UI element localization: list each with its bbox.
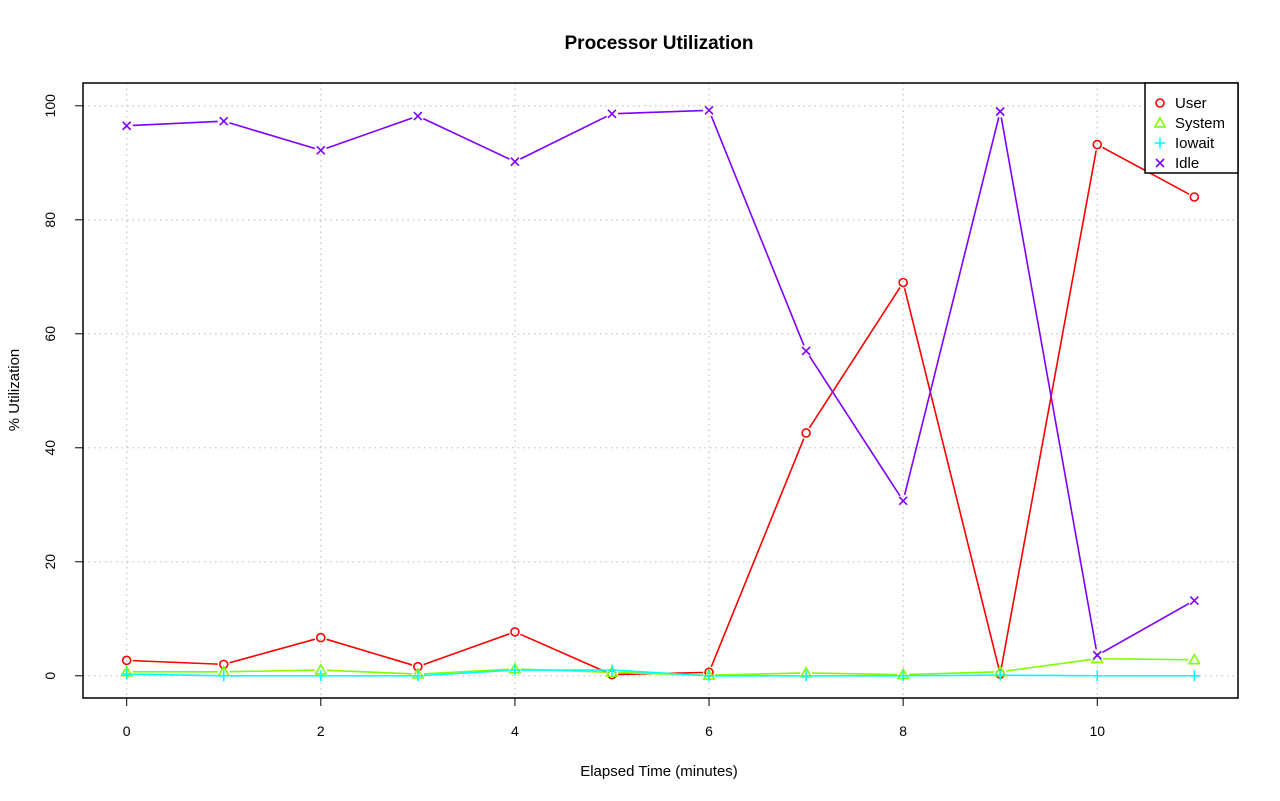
series-iowait-point — [509, 664, 521, 676]
series-system-segment — [909, 671, 995, 676]
series-idle-segment — [617, 109, 704, 115]
series-idle-segment — [1000, 117, 1097, 650]
y-axis-tick-label: 60 — [42, 326, 58, 342]
series-iowait — [121, 664, 1200, 682]
y-axis-tick-label: 20 — [42, 554, 58, 570]
series-user — [121, 139, 1200, 680]
series-iowait-point — [1091, 670, 1103, 682]
series-iowait-point — [1188, 670, 1200, 682]
series-user-segment — [326, 638, 413, 666]
series-idle-segment — [808, 355, 901, 497]
x-axis-tick-label: 10 — [1089, 723, 1105, 739]
y-axis-tick-label: 80 — [42, 212, 58, 228]
legend-label-system: System — [1175, 115, 1225, 132]
y-axis-tick-label: 40 — [42, 440, 58, 456]
series-system-segment — [1103, 657, 1189, 661]
series-system-segment — [229, 669, 315, 673]
y-axis-tick-label: 100 — [42, 94, 58, 118]
series-user-segment — [710, 438, 805, 668]
series-iowait-point — [800, 670, 812, 682]
series-user-segment — [423, 633, 510, 666]
series-user-point — [1092, 139, 1103, 150]
legend-marker-iowait — [1154, 137, 1166, 149]
series-iowait-segment — [132, 673, 218, 677]
plot-frame — [82, 82, 1239, 699]
series-user-point — [510, 627, 520, 637]
x-axis-tick-label: 6 — [705, 723, 713, 739]
series-iowait-point — [703, 670, 715, 682]
series-user-point — [898, 277, 908, 288]
series-system-segment — [423, 668, 509, 675]
legend: User System Iowait Idle — [1144, 82, 1239, 174]
series-idle-point — [1092, 650, 1102, 660]
series-system-segment — [326, 669, 412, 675]
series-user-segment — [1000, 150, 1097, 669]
series-idle-segment — [229, 122, 316, 150]
x-axis-tick-label: 0 — [123, 723, 131, 739]
series-idle-segment — [422, 117, 510, 160]
series-iowait-point — [218, 670, 230, 682]
series-idle-point — [898, 496, 908, 506]
series-iowait-segment — [423, 669, 509, 677]
series-idle-point — [801, 346, 811, 356]
series-idle-point — [704, 105, 714, 115]
y-axis-tick-label: 0 — [42, 672, 58, 680]
series-idle-point — [122, 121, 132, 131]
series-system-segment — [812, 672, 898, 676]
series-iowait-point — [412, 670, 424, 682]
series-idle-segment — [326, 117, 413, 150]
series-user-point — [121, 655, 132, 666]
series-idle-point — [510, 157, 520, 167]
series-idle-point — [995, 106, 1005, 117]
series-system-segment — [1006, 658, 1092, 672]
legend-marker-system — [1153, 116, 1167, 128]
series-user-segment — [903, 288, 1000, 669]
series-user-point — [1189, 192, 1200, 202]
legend-label-iowait: Iowait — [1175, 135, 1215, 152]
series-user-point — [218, 659, 229, 670]
series-idle-segment — [710, 115, 805, 346]
legend-box — [1144, 82, 1239, 174]
y-axis-label: % Utilization — [6, 349, 23, 432]
x-axis-tick-label: 4 — [511, 723, 519, 739]
legend-marker-user — [1155, 98, 1165, 108]
series-idle-segment — [1102, 602, 1190, 654]
series-user-point — [801, 428, 811, 438]
series-idle-point — [1189, 595, 1199, 606]
series-idle-segment — [903, 117, 1000, 496]
series-idle-point — [413, 111, 423, 121]
series-system-segment — [715, 672, 801, 676]
series-idle — [122, 105, 1199, 660]
series-idle-point — [219, 116, 229, 126]
series-user-point — [315, 632, 326, 643]
series-iowait-point — [315, 670, 327, 682]
series-user-segment — [520, 633, 607, 673]
series-user-segment — [808, 287, 901, 429]
series-iowait-segment — [617, 669, 704, 677]
legend-label-user: User — [1175, 95, 1207, 112]
legend-marker-idle — [1155, 158, 1165, 168]
series-idle-segment — [132, 120, 218, 127]
series-user-segment — [229, 638, 316, 664]
grid-lines — [83, 83, 1238, 698]
series-layer — [120, 105, 1201, 682]
series-system-point — [1187, 652, 1201, 665]
x-axis-label: Elapsed Time (minutes) — [580, 763, 738, 780]
x-axis-tick-label: 2 — [317, 723, 325, 739]
series-user-segment — [132, 659, 218, 665]
x-axis-tick-label: 8 — [899, 723, 907, 739]
series-idle-point — [607, 109, 617, 119]
legend-label-idle: Idle — [1175, 155, 1199, 172]
series-iowait-point — [121, 668, 133, 680]
chart-title: Processor Utilization — [565, 33, 754, 54]
series-iowait-point — [897, 670, 909, 682]
series-system-point — [605, 665, 619, 678]
series-idle-segment — [519, 115, 607, 160]
series-iowait-point — [606, 664, 618, 676]
series-iowait-point — [994, 669, 1006, 681]
series-idle-point — [316, 145, 326, 155]
